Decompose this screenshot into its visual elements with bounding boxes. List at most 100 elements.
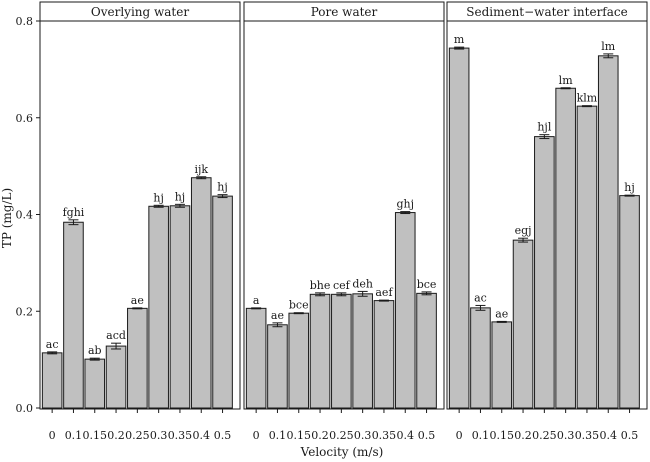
x-tick-label: 0.3 (557, 429, 575, 442)
significance-label: ghj (396, 198, 414, 211)
bar (448, 47, 470, 409)
x-tick-label: 0.1 (269, 429, 287, 442)
x-tick-label: 0.5 (418, 429, 436, 442)
bar (597, 55, 619, 409)
bar (288, 312, 310, 409)
significance-label: acd (106, 329, 126, 342)
significance-label: egj (515, 224, 532, 237)
bar (63, 221, 84, 409)
bar (190, 177, 212, 409)
significance-label: lm (601, 40, 616, 53)
significance-label: bhe (310, 279, 331, 292)
bar (491, 321, 513, 409)
bar (84, 358, 106, 409)
significance-label: klm (577, 92, 598, 105)
significance-label: hj (624, 181, 635, 194)
panel-title: Pore water (311, 5, 378, 19)
y-tick-label: 0.4 (16, 209, 34, 222)
bar (127, 307, 148, 409)
x-tick-label: 0.15 (83, 429, 108, 442)
panel-frame (39, 20, 241, 410)
x-tick-label: 0.25 (329, 429, 354, 442)
y-tick-label: 0.6 (16, 112, 34, 125)
x-tick-label: 0 (49, 429, 56, 442)
panel-frame (446, 20, 648, 410)
panels: Overlying water ac 0 fghi 0.1 ab 0.15 acd 0.2 ae 0… (39, 1, 648, 442)
significance-label: m (454, 33, 465, 46)
x-tick-label: 0.15 (287, 429, 312, 442)
panel-frame (243, 20, 445, 410)
x-tick-label: 0.4 (193, 429, 211, 442)
bar (41, 352, 63, 409)
significance-label: lm (559, 74, 574, 87)
significance-label: deh (352, 277, 373, 290)
bar (512, 239, 534, 409)
x-tick-label: 0.2 (107, 429, 125, 442)
bar (169, 205, 191, 409)
significance-label: hjl (537, 121, 551, 134)
significance-label: ijk (194, 163, 208, 176)
significance-label: ab (88, 344, 102, 357)
bar (416, 292, 437, 409)
x-tick-label: 0 (456, 429, 463, 442)
bar (245, 307, 267, 409)
significance-label: ae (495, 307, 508, 320)
significance-label: hj (175, 190, 186, 203)
x-axis-title: Velocity (m/s) (300, 445, 384, 459)
y-tick-label: 0.0 (16, 402, 34, 415)
bar (394, 212, 416, 409)
y-tick-label: 0.8 (16, 15, 34, 28)
panel-1: Overlying water ac 0 fghi 0.1 ab 0.15 acd 0.2 ae 0… (39, 1, 241, 442)
bar (534, 136, 555, 409)
x-tick-label: 0.35 (575, 429, 600, 442)
significance-label: cef (333, 279, 351, 292)
panel-title: Overlying water (91, 5, 189, 19)
x-tick-label: 0.15 (490, 429, 515, 442)
bar (555, 87, 576, 409)
bar (105, 345, 127, 409)
x-tick-label: 0.2 (514, 429, 532, 442)
x-tick-label: 0.2 (311, 429, 329, 442)
x-tick-label: 0.35 (372, 429, 397, 442)
bar (373, 300, 395, 409)
x-tick-label: 0 (253, 429, 260, 442)
y-axis: 0.0 0.2 0.4 0.6 0.8 (16, 15, 40, 415)
significance-label: aef (375, 286, 393, 299)
bar (470, 307, 491, 409)
x-tick-label: 0.25 (125, 429, 150, 442)
x-tick-label: 0.35 (168, 429, 193, 442)
x-tick-label: 0.4 (600, 429, 618, 442)
bar (352, 293, 373, 409)
x-tick-label: 0.5 (214, 429, 232, 442)
x-tick-label: 0.25 (532, 429, 557, 442)
x-tick-label: 0.5 (621, 429, 639, 442)
significance-label: ae (131, 294, 144, 307)
bar (309, 293, 331, 409)
significance-label: ae (271, 309, 284, 322)
y-tick-label: 0.2 (16, 305, 34, 318)
x-tick-label: 0.1 (472, 429, 490, 442)
significance-label: fghi (63, 206, 85, 219)
significance-label: ac (46, 338, 59, 351)
significance-label: bce (417, 278, 437, 291)
x-tick-label: 0.3 (354, 429, 372, 442)
bar (331, 293, 352, 409)
panel-2: Pore water a 0 ae 0.1 bce 0.15 bhe 0.2 cef 0.25 deh… (243, 1, 445, 442)
bar (212, 195, 233, 409)
significance-label: hj (153, 191, 164, 204)
y-axis-title: TP (mg/L) (0, 188, 14, 248)
x-tick-label: 0.1 (65, 429, 83, 442)
significance-label: hj (217, 181, 228, 194)
significance-label: ac (474, 291, 487, 304)
x-tick-label: 0.3 (150, 429, 168, 442)
bar (267, 324, 288, 409)
bar (619, 195, 640, 409)
significance-label: a (253, 294, 260, 307)
bar (148, 205, 169, 409)
bar (576, 105, 598, 409)
x-tick-label: 0.4 (397, 429, 415, 442)
panel-title: Sediment−water interface (466, 5, 627, 19)
panel-3: Sediment−water interface m 0 ac 0.1 ae 0.15 egj… (446, 1, 648, 442)
significance-label: bce (289, 299, 309, 312)
